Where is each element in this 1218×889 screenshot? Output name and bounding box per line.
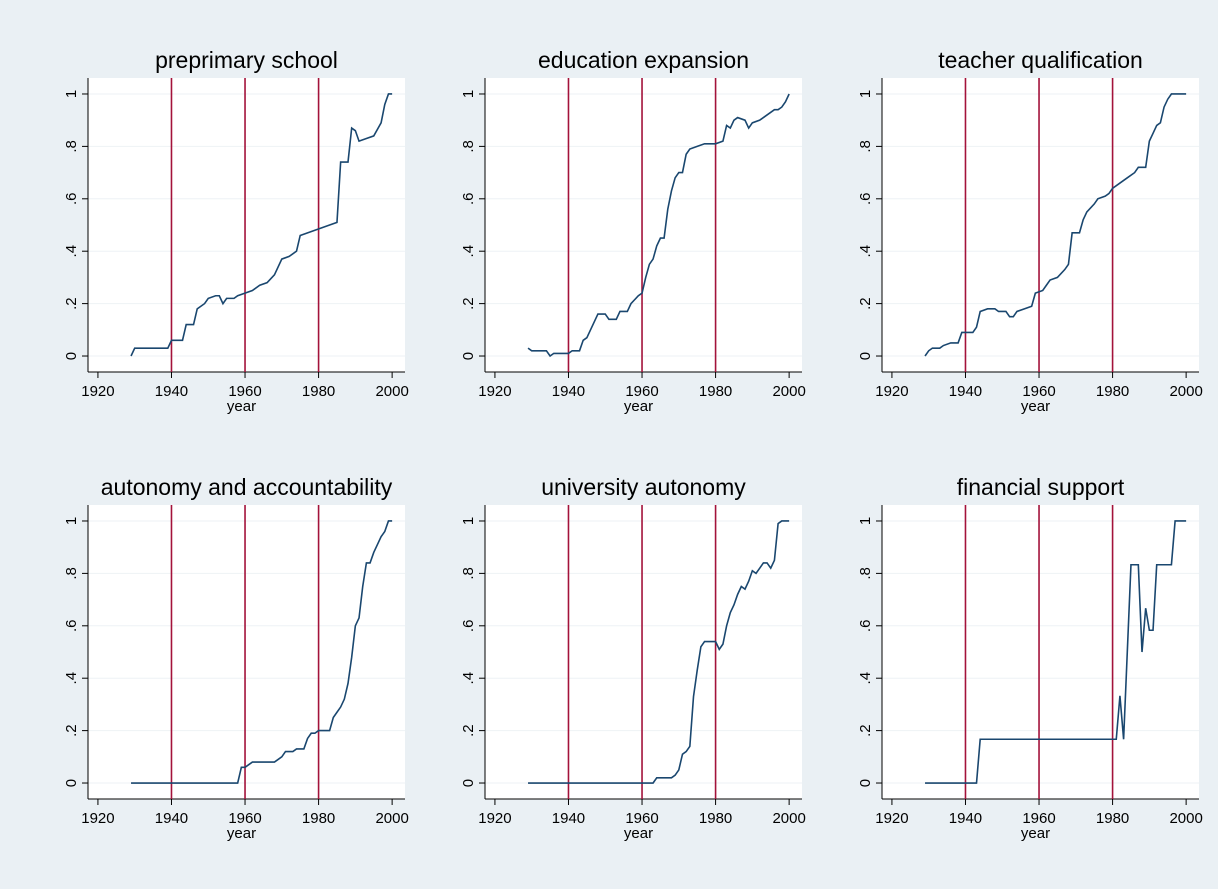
x-axis-label: year — [624, 398, 653, 415]
y-tick-label: 1 — [63, 517, 80, 525]
y-tick-label: 0 — [460, 352, 477, 360]
panel: university autonomy 0 .2 .4 .6 .8 1 1920 1940 196… — [460, 474, 806, 842]
plot-area — [485, 505, 802, 799]
y-tick-label: .2 — [63, 724, 80, 737]
data-line — [925, 520, 1187, 784]
x-tick-label: 1940 — [552, 383, 585, 400]
panel-title: education expansion — [538, 47, 749, 73]
y-tick-label: .2 — [857, 724, 874, 737]
y-tick-label: .2 — [857, 297, 874, 310]
data-line — [131, 520, 393, 784]
x-tick-label: 1920 — [81, 810, 114, 827]
y-tick-label: 1 — [857, 90, 874, 98]
y-tick-label: .8 — [857, 567, 874, 580]
plot-area — [882, 505, 1199, 799]
x-tick-label: 1980 — [302, 810, 335, 827]
x-tick-label: 2000 — [1169, 810, 1202, 827]
x-tick-label: 1920 — [875, 383, 908, 400]
x-axis-label: year — [624, 825, 653, 842]
y-tick-label: .4 — [857, 245, 874, 258]
x-tick-label: 2000 — [375, 383, 408, 400]
x-tick-label: 1940 — [949, 383, 982, 400]
x-axis-label: year — [1021, 398, 1050, 415]
panel-title: university autonomy — [541, 474, 746, 500]
x-tick-label: 2000 — [1169, 383, 1202, 400]
y-tick-label: 0 — [857, 779, 874, 787]
y-tick-label: .4 — [857, 672, 874, 685]
y-tick-label: .6 — [460, 193, 477, 206]
y-tick-label: .2 — [460, 297, 477, 310]
panel: preprimary school 0 .2 .4 .6 .8 1 1920 1940 1960 1… — [63, 47, 409, 415]
x-tick-label: 1920 — [875, 810, 908, 827]
data-line — [130, 93, 393, 357]
y-tick-label: .8 — [63, 567, 80, 580]
x-tick-label: 1960 — [228, 810, 261, 827]
panel: financial support 0 .2 .4 .6 .8 1 1920 1940 1960 1… — [857, 474, 1203, 842]
y-tick-label: .8 — [460, 140, 477, 153]
y-tick-label: .4 — [63, 245, 80, 258]
x-tick-label: 2000 — [772, 383, 805, 400]
x-axis-label: year — [227, 825, 256, 842]
panel-title: teacher qualification — [938, 47, 1143, 73]
x-tick-label: 2000 — [772, 810, 805, 827]
y-tick-label: .4 — [63, 672, 80, 685]
x-tick-label: 1980 — [1096, 383, 1129, 400]
y-tick-label: .2 — [63, 297, 80, 310]
y-tick-label: .8 — [460, 567, 477, 580]
y-tick-label: 1 — [63, 90, 80, 98]
x-tick-label: 1920 — [81, 383, 114, 400]
y-tick-label: 0 — [460, 779, 477, 787]
x-tick-label: 1940 — [155, 383, 188, 400]
y-tick-label: 1 — [460, 517, 477, 525]
y-tick-label: 0 — [63, 352, 80, 360]
panel-title: autonomy and accountability — [101, 474, 393, 500]
x-tick-label: 1940 — [552, 810, 585, 827]
y-tick-label: 1 — [460, 90, 477, 98]
panel-title: preprimary school — [155, 47, 338, 73]
y-tick-label: 0 — [63, 779, 80, 787]
y-tick-label: .2 — [460, 724, 477, 737]
y-tick-label: .6 — [857, 620, 874, 633]
x-axis-label: year — [1021, 825, 1050, 842]
y-tick-label: .6 — [63, 193, 80, 206]
plot-area — [88, 78, 405, 372]
plot-area — [88, 505, 405, 799]
y-tick-label: .4 — [460, 672, 477, 685]
x-tick-label: 1960 — [228, 383, 261, 400]
plot-area — [882, 78, 1199, 372]
y-tick-label: .8 — [63, 140, 80, 153]
x-tick-label: 1960 — [625, 383, 658, 400]
x-tick-label: 1940 — [949, 810, 982, 827]
y-tick-label: .6 — [460, 620, 477, 633]
data-line — [528, 520, 790, 784]
x-tick-label: 1960 — [1022, 810, 1055, 827]
x-tick-label: 2000 — [375, 810, 408, 827]
data-line — [527, 93, 790, 358]
x-tick-label: 1960 — [1022, 383, 1055, 400]
y-tick-label: .6 — [63, 620, 80, 633]
y-tick-label: .4 — [460, 245, 477, 258]
x-tick-label: 1940 — [155, 810, 188, 827]
y-tick-label: .6 — [857, 193, 874, 206]
x-tick-label: 1980 — [699, 383, 732, 400]
panel: autonomy and accountability 0 .2 .4 .6 .8 1 192… — [63, 474, 409, 842]
x-tick-label: 1920 — [478, 810, 511, 827]
x-tick-label: 1980 — [302, 383, 335, 400]
x-tick-label: 1980 — [1096, 810, 1129, 827]
x-tick-label: 1960 — [625, 810, 658, 827]
data-line — [924, 93, 1187, 357]
y-tick-label: 0 — [857, 352, 874, 360]
x-tick-label: 1920 — [478, 383, 511, 400]
x-tick-label: 1980 — [699, 810, 732, 827]
x-axis-label: year — [227, 398, 256, 415]
panel: teacher qualification 0 .2 .4 .6 .8 1 1920 1940 1… — [857, 47, 1203, 415]
y-tick-label: 1 — [857, 517, 874, 525]
panel-title: financial support — [957, 474, 1125, 500]
panel: education expansion 0 .2 .4 .6 .8 1 1920 1940 196… — [460, 47, 806, 415]
y-tick-label: .8 — [857, 140, 874, 153]
